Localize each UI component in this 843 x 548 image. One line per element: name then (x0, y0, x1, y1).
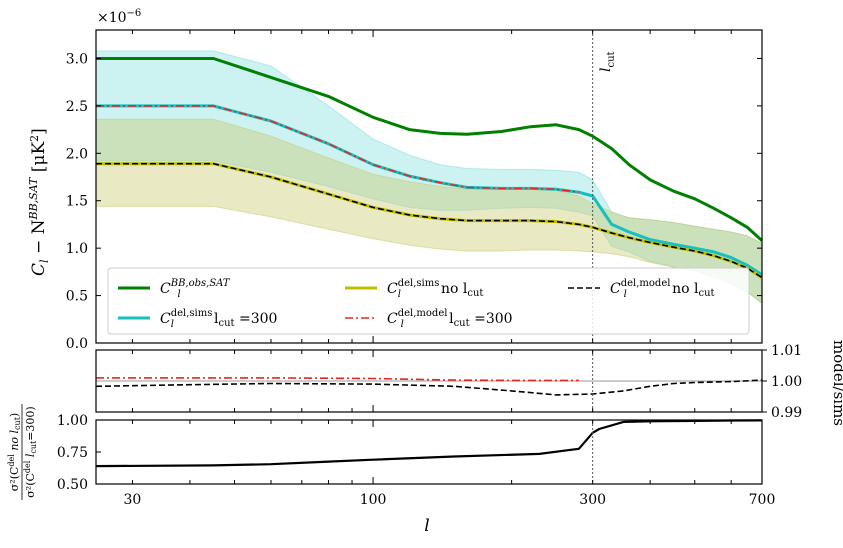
tick-labels: 0.0 0.5 1.0 1.5 2.0 2.5 3.0 0.99 1.00 1.01 0.50 0.7… (57, 51, 802, 508)
bot-ytick-label: 1.00 (57, 413, 88, 429)
xtick-label: 300 (579, 492, 606, 508)
top-series-2 (96, 105, 580, 193)
mid-series-1 (95, 379, 763, 396)
mid-ytick-label: 1.01 (771, 343, 802, 359)
top-ytick-label: 2.0 (66, 146, 88, 162)
y-multiplier: ×10−6 (97, 8, 141, 26)
top-series-4 (96, 162, 763, 279)
bottom-panel-lines (95, 419, 763, 468)
bot-ytick-label: 0.50 (57, 477, 88, 493)
top-ytick-label: 1.5 (66, 194, 88, 210)
vline-label: lcut (598, 51, 617, 72)
legend-label-1: Cdel,sims l lcut =300 (160, 308, 277, 330)
top-y-axis-label: Cl − NBB,SAT [μK2] (27, 128, 51, 276)
xtick-label: 700 (749, 492, 776, 508)
top-panel-lines (96, 57, 764, 279)
legend-label-3: Cdel,model l lcut =300 (387, 308, 513, 330)
bot-panel-frame (95, 419, 763, 485)
mid-series-0 (96, 377, 579, 382)
mid-ytick-label: 1.00 (771, 374, 802, 390)
bot-ytick-label: 0.75 (57, 445, 88, 461)
legend-label-4: Cdel,model l no lcut (610, 278, 715, 300)
top-ytick-label: 0.5 (66, 289, 88, 305)
legend-frame (107, 267, 750, 335)
bot-series-0 (95, 419, 763, 468)
mid-ytick-label: 0.99 (771, 405, 802, 421)
top-ytick-label: 2.5 (66, 99, 88, 115)
x-axis-label: l (424, 516, 429, 536)
top-panel-frame (95, 29, 763, 344)
svg-text:σ²(Cdel lcut=300): σ²(Cdel lcut=300) (23, 406, 38, 497)
top-ytick-label: 3.0 (66, 51, 88, 67)
legend-label-2: Cdel,sims l no lcut (387, 278, 483, 300)
legend-label-0: CBB,obs,SAT l (160, 278, 231, 300)
legend: CBB,obs,SAT l Cdel,sims l lcut =300 Cdel,sim… (107, 267, 750, 335)
xtick-label: 30 (124, 492, 142, 508)
xtick-label: 100 (360, 492, 387, 508)
top-ytick-label: 1.0 (66, 241, 88, 257)
middle-panel-lines (95, 377, 763, 396)
top-series-0 (96, 57, 764, 242)
axes (95, 29, 767, 485)
top-panel-bands (95, 50, 763, 305)
top-ytick-label: 0.0 (66, 336, 88, 352)
bottom-y-axis-label: σ²(Cdel no lcut) σ²(Cdel lcut=300) (7, 404, 38, 500)
svg-text:σ²(Cdel no lcut): σ²(Cdel no lcut) (7, 413, 22, 491)
right-y-axis-label: model/sims (830, 340, 843, 426)
